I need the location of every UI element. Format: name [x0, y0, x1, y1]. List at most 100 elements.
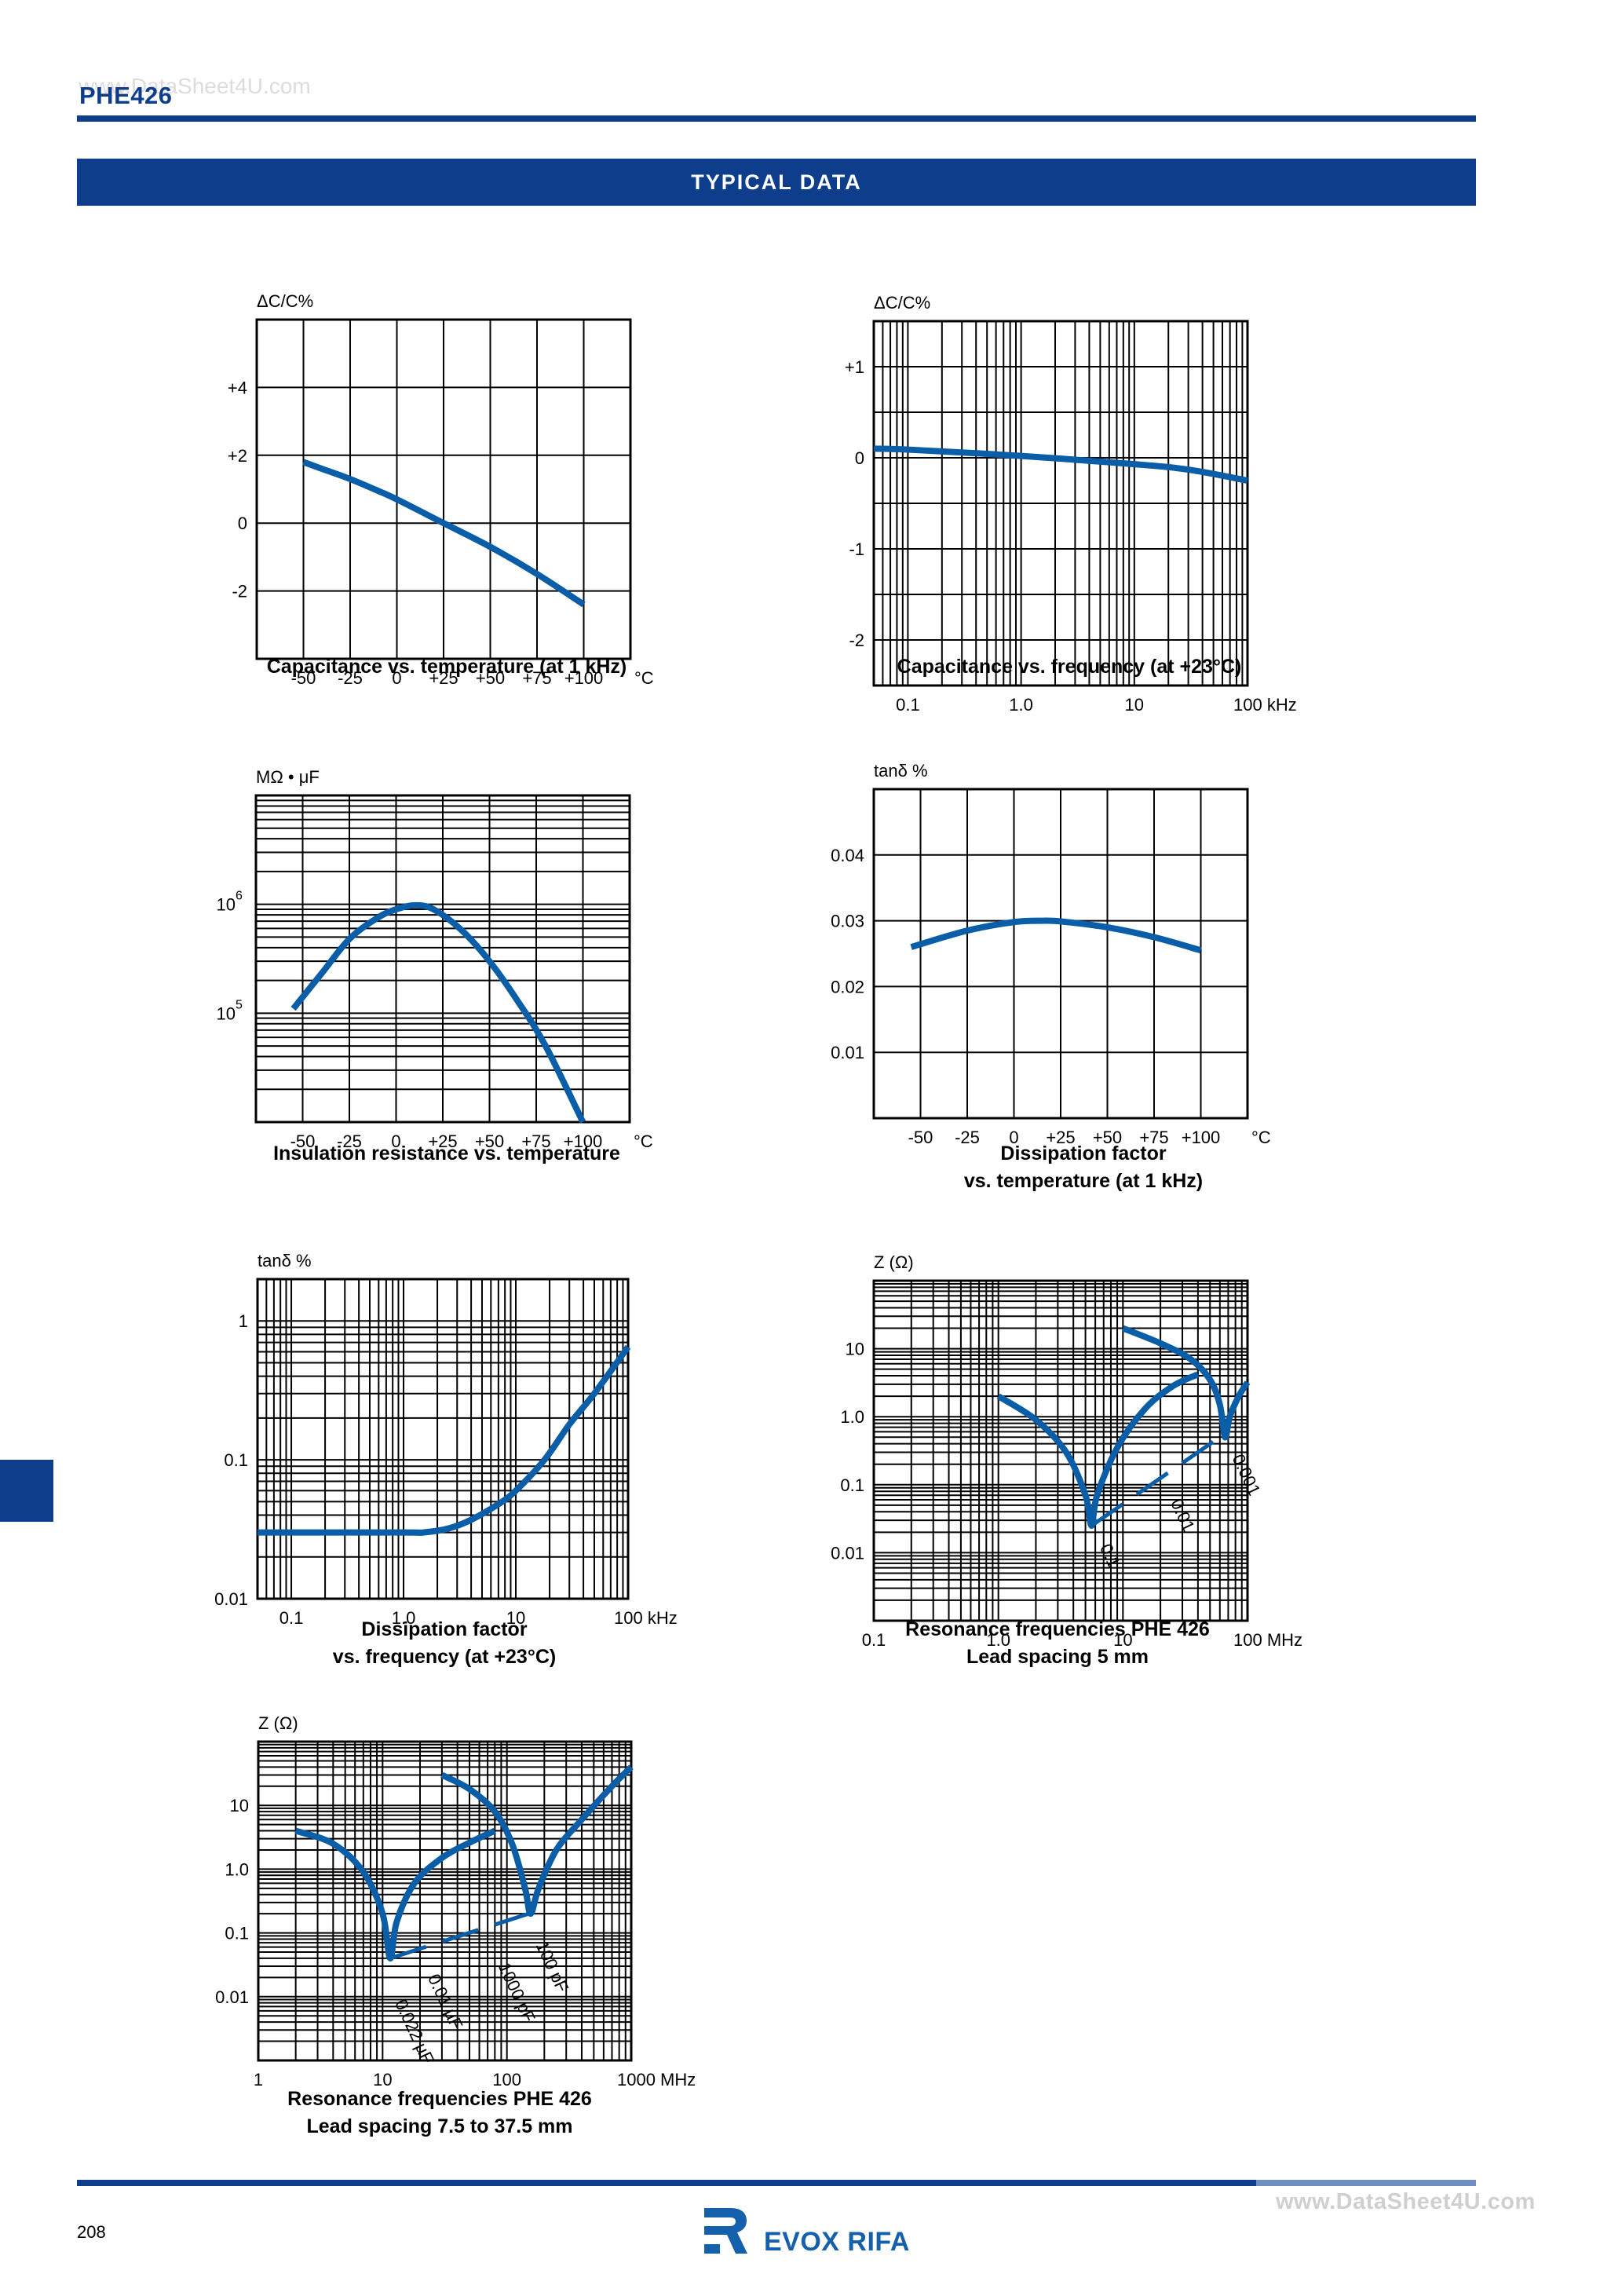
bottom-rule	[77, 2180, 1476, 2186]
tick-labels: 1 10 100 1000 MHz 10 1.0 0.1 0.01	[215, 1796, 696, 2089]
caption-cap-vs-freq: Capacitance vs. frequency (at +23°C)	[897, 656, 1242, 678]
svg-text:1.0: 1.0	[840, 1407, 864, 1427]
y-axis-label: Z (Ω)	[874, 1252, 914, 1272]
y-axis-label: ΔC/C%	[874, 293, 930, 313]
curve-label: 0.01 µF	[424, 1971, 466, 2033]
svg-text:+2: +2	[228, 446, 247, 466]
tick-labels: 0.1 1.0 10 100 kHz 1 0.1 0.01	[214, 1311, 678, 1628]
svg-text:°C: °C	[634, 1132, 653, 1151]
svg-text:100: 100	[492, 2070, 521, 2089]
data-curve	[910, 917, 1202, 954]
caption-line: Lead spacing 5 mm	[966, 1646, 1149, 1668]
svg-text:10: 10	[217, 895, 236, 915]
data-curve	[290, 901, 586, 1124]
svg-text:+25: +25	[428, 1132, 457, 1151]
data-curve	[1121, 1325, 1251, 1441]
tick-labels: 0.1 1.0 10 100 kHz +1 0 -1 -2	[845, 357, 1297, 715]
resonance-locus-line	[1090, 1435, 1222, 1527]
svg-text:6: 6	[236, 890, 243, 903]
svg-text:+75: +75	[1139, 1128, 1168, 1147]
brand-logo: EVOX RIFA	[704, 2208, 910, 2255]
svg-text:-50: -50	[290, 1132, 316, 1151]
svg-text:+100: +100	[1182, 1128, 1221, 1147]
svg-text:100 MHz: 100 MHz	[1233, 1630, 1302, 1650]
caption-line: Resonance frequencies PHE 426	[905, 1618, 1210, 1640]
watermark-top: www.DataSheet4U.com	[79, 74, 311, 98]
top-rule	[77, 115, 1476, 122]
y-axis-label: tanδ %	[258, 1251, 312, 1270]
grid	[255, 318, 632, 660]
tick-labels: -50 -25 0 +25 +50 +75 +100 °C +4 +2 0 -2	[228, 378, 654, 688]
svg-text:0.1: 0.1	[896, 695, 920, 715]
svg-text:10: 10	[217, 1004, 236, 1023]
svg-text:0: 0	[1009, 1128, 1018, 1147]
caption-cap-vs-temp: Capacitance vs. temperature (at 1 kHz)	[266, 656, 627, 678]
svg-text:+25: +25	[1046, 1128, 1075, 1147]
svg-text:+100: +100	[564, 668, 604, 688]
svg-text:°C: °C	[1251, 1128, 1271, 1147]
chart-resonance-5mm: 0.1 1.0 10 100 MHz 10 1.0 0.1 0.01 Z (Ω) 0.1 0.010…	[831, 1252, 1302, 1650]
svg-text:+75: +75	[522, 668, 551, 688]
tick-labels: 0.1 1.0 10 100 MHz 10 1.0 0.1 0.01	[831, 1340, 1302, 1650]
svg-text:-25: -25	[338, 668, 363, 688]
svg-text:1.0: 1.0	[1009, 695, 1033, 715]
svg-text:+25: +25	[429, 668, 458, 688]
data-curve	[440, 1764, 634, 1918]
svg-text:0.1: 0.1	[225, 1924, 249, 1943]
product-title: PHE426	[79, 82, 173, 109]
grid	[257, 1740, 633, 2062]
grid	[256, 1278, 630, 1600]
caption-line: vs. temperature (at 1 kHz)	[963, 1170, 1204, 1192]
caption-line: Lead spacing 7.5 to 37.5 mm	[306, 2115, 573, 2137]
svg-text:0: 0	[392, 668, 401, 688]
caption-df-vs-freq: Dissipation factor vs. frequency (at +23°…	[333, 1616, 556, 1671]
resonance-locus-line	[389, 1911, 530, 1961]
svg-text:0.04: 0.04	[831, 846, 864, 865]
svg-text:5: 5	[236, 998, 243, 1011]
watermark-bottom: www.DataSheet4U.com	[1276, 2189, 1536, 2214]
svg-text:0.02: 0.02	[831, 977, 864, 996]
svg-text:0.1: 0.1	[862, 1630, 886, 1650]
svg-text:1000 MHz: 1000 MHz	[617, 2070, 696, 2089]
svg-text:10: 10	[1125, 695, 1144, 715]
data-curve	[302, 459, 586, 608]
svg-text:-2: -2	[232, 582, 247, 601]
svg-text:10: 10	[373, 2070, 392, 2089]
curve-label: 0.1	[1096, 1541, 1124, 1570]
svg-text:0.1: 0.1	[224, 1450, 248, 1470]
svg-text:10: 10	[506, 1608, 525, 1628]
svg-text:0.1: 0.1	[279, 1608, 304, 1628]
svg-text:-50: -50	[291, 668, 316, 688]
svg-text:0: 0	[238, 514, 247, 533]
svg-text:-25: -25	[955, 1128, 980, 1147]
svg-text:°C: °C	[634, 668, 654, 688]
caption-line: Dissipation factor	[361, 1618, 528, 1640]
svg-text:0.03: 0.03	[831, 912, 864, 931]
data-curve	[996, 1371, 1200, 1529]
svg-text:10: 10	[1113, 1630, 1132, 1650]
grid	[872, 1279, 1249, 1622]
y-axis-label: Z (Ω)	[258, 1713, 298, 1733]
svg-text:0.1: 0.1	[840, 1475, 864, 1495]
svg-text:1.0: 1.0	[392, 1608, 416, 1628]
caption-line: Resonance frequencies PHE 426	[287, 2088, 592, 2110]
grid	[872, 320, 1249, 687]
y-axis-label: ΔC/C%	[257, 291, 313, 311]
svg-text:+50: +50	[475, 1132, 504, 1151]
caption-ir-vs-temp: Insulation resistance vs. temperature	[273, 1143, 620, 1164]
y-axis-label: tanδ %	[874, 761, 928, 781]
side-tab-marker	[0, 1460, 53, 1522]
data-curve	[873, 445, 1248, 484]
svg-text:100 kHz: 100 kHz	[614, 1608, 678, 1628]
svg-text:1.0: 1.0	[225, 1859, 249, 1879]
svg-text:10: 10	[230, 1796, 249, 1815]
svg-text:0: 0	[391, 1132, 400, 1151]
svg-text:0.01: 0.01	[831, 1543, 864, 1563]
svg-text:+1: +1	[845, 357, 864, 377]
svg-text:1: 1	[254, 2070, 263, 2089]
svg-text:0.01: 0.01	[215, 1987, 249, 2007]
caption-resonance-5mm: Resonance frequencies PHE 426 Lead spacin…	[905, 1616, 1210, 1671]
svg-text:+100: +100	[564, 1132, 603, 1151]
